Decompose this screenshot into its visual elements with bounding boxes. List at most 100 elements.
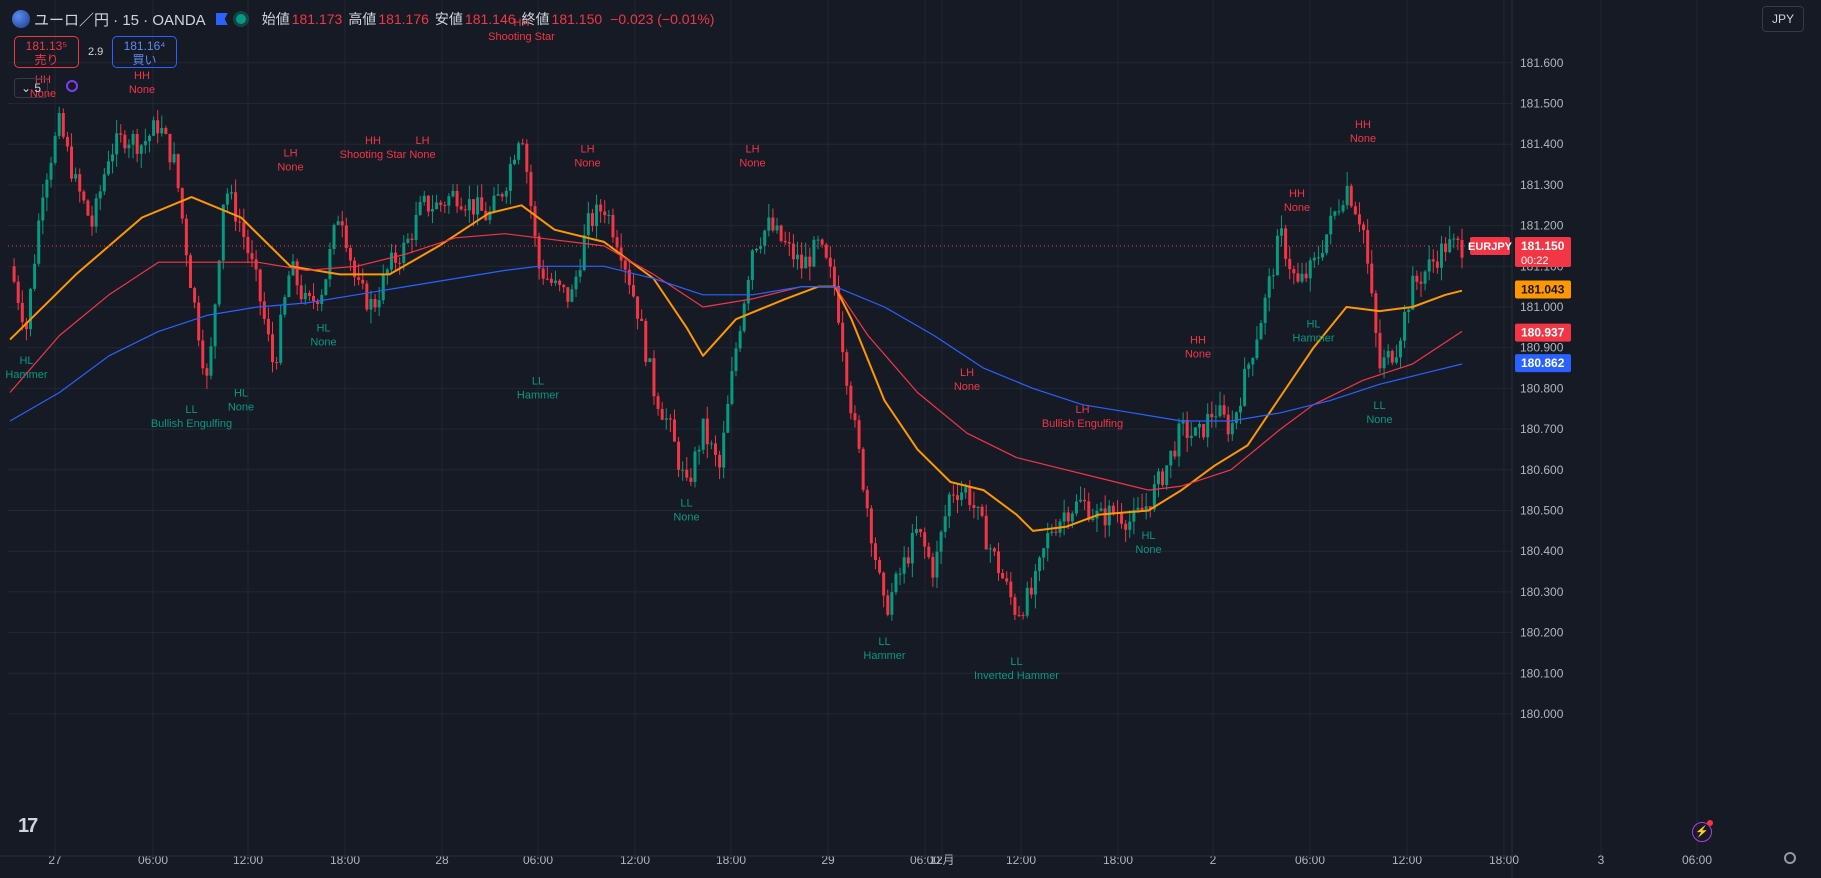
market-status-icon[interactable]	[235, 14, 246, 24]
flag-icon[interactable]	[215, 13, 228, 25]
candle-body	[275, 362, 279, 364]
candle-body	[1239, 405, 1243, 413]
candle-body	[365, 283, 369, 310]
candle-body	[1066, 512, 1070, 522]
candle-body	[693, 451, 697, 482]
candle-body	[1259, 323, 1263, 340]
candle-body	[1448, 239, 1452, 253]
candle-body	[537, 236, 541, 269]
candle-body	[61, 113, 65, 137]
pattern-label-name: None	[1135, 544, 1161, 556]
candle-body	[709, 443, 713, 445]
candle-body	[1210, 413, 1214, 418]
y-tick-label: 181.300	[1520, 178, 1564, 192]
last-price-value: 181.150	[1521, 239, 1565, 253]
candle-body	[1136, 507, 1140, 510]
candle-body	[476, 197, 480, 215]
candle-body	[430, 208, 434, 212]
candle-body	[853, 413, 857, 421]
candle-body	[385, 269, 389, 275]
candle-body	[1456, 238, 1460, 240]
candle-body	[1197, 424, 1201, 428]
candle-body	[299, 285, 303, 300]
ma-price-tag	[1515, 280, 1571, 299]
candle-body	[701, 418, 705, 450]
candle-body	[566, 287, 570, 302]
candle-body	[878, 559, 882, 573]
pattern-label-name: None	[1366, 414, 1392, 426]
candle-body	[722, 432, 726, 468]
candle-body	[398, 262, 402, 264]
candle-body	[201, 340, 205, 369]
candle-body	[1107, 505, 1111, 526]
candle-body	[20, 302, 24, 323]
x-tick-label: 18:00	[1489, 853, 1519, 867]
candle-body	[1460, 239, 1464, 258]
x-tick-label: 12:00	[620, 853, 650, 867]
candle-body	[381, 274, 385, 301]
candle-body	[857, 420, 861, 449]
candle-body	[1226, 414, 1230, 435]
y-tick-label: 180.500	[1520, 504, 1564, 518]
candle-body	[660, 408, 664, 420]
currency-button[interactable]: JPY	[1762, 6, 1804, 32]
settings-icon[interactable]	[1784, 852, 1796, 864]
y-tick-label: 180.400	[1520, 544, 1564, 558]
candle-body	[1427, 259, 1431, 272]
buy-button[interactable]: 181.16⁴ 買い	[112, 36, 177, 68]
candle-body	[29, 288, 33, 330]
indicator-settings-icon[interactable]	[66, 80, 78, 92]
candle-body	[923, 532, 927, 547]
candle-body	[1230, 423, 1234, 435]
sell-button[interactable]: 181.13⁵ 売り	[14, 36, 79, 68]
pattern-label-type: LH	[415, 135, 429, 147]
y-tick-label: 181.600	[1520, 56, 1564, 70]
pattern-label-name: Bullish Engulfing	[151, 418, 232, 430]
candle-body	[1189, 435, 1193, 438]
y-tick-label: 181.000	[1520, 300, 1564, 314]
candle-body	[837, 285, 841, 323]
ma-line-slow	[9, 265, 1463, 422]
candle-body	[213, 304, 217, 347]
pattern-label-type: LL	[1373, 400, 1385, 412]
candle-body	[849, 385, 853, 414]
candle-body	[229, 192, 233, 194]
pattern-label-name: Inverted Hammer	[974, 670, 1059, 682]
candle-body	[184, 218, 188, 256]
candle-body	[1394, 357, 1398, 363]
candle-body	[865, 489, 869, 509]
symbol-title[interactable]: ユーロ／円 · 15 · OANDA	[34, 11, 206, 29]
candle-body	[574, 276, 578, 290]
candle-body	[955, 495, 959, 500]
candle-body	[1083, 499, 1087, 502]
candle-body	[37, 220, 41, 264]
candle-body	[1353, 206, 1357, 215]
tradingview-logo-icon[interactable]: 17	[18, 815, 38, 837]
candle-body	[1267, 276, 1271, 298]
candle-body	[902, 557, 906, 574]
candle-body	[763, 230, 767, 246]
candle-body	[554, 280, 558, 283]
last-price-tag	[1515, 236, 1571, 267]
candle-body	[504, 190, 508, 197]
bolt-icon[interactable]: ⚡	[1692, 822, 1712, 842]
candle-body	[816, 239, 820, 241]
candle-body	[718, 454, 722, 468]
candle-body	[713, 443, 717, 455]
y-tick-label: 181.500	[1520, 97, 1564, 111]
pattern-label-name: Bullish Engulfing	[1042, 418, 1123, 430]
ma-line-mid	[9, 233, 1463, 491]
y-tick-label: 181.200	[1520, 219, 1564, 233]
candle-body	[791, 243, 795, 260]
candle-body	[320, 294, 324, 305]
candle-body	[1247, 364, 1251, 369]
candle-body	[1046, 533, 1050, 549]
candle-body	[455, 190, 459, 207]
candle-body	[1366, 230, 1370, 264]
candle-body	[1452, 238, 1456, 240]
candle-body	[1054, 531, 1058, 533]
pattern-label-name: None	[409, 149, 435, 161]
pattern-label-type: HL	[1141, 530, 1155, 542]
indicator-toggle[interactable]: ⌄ 5	[14, 78, 48, 98]
